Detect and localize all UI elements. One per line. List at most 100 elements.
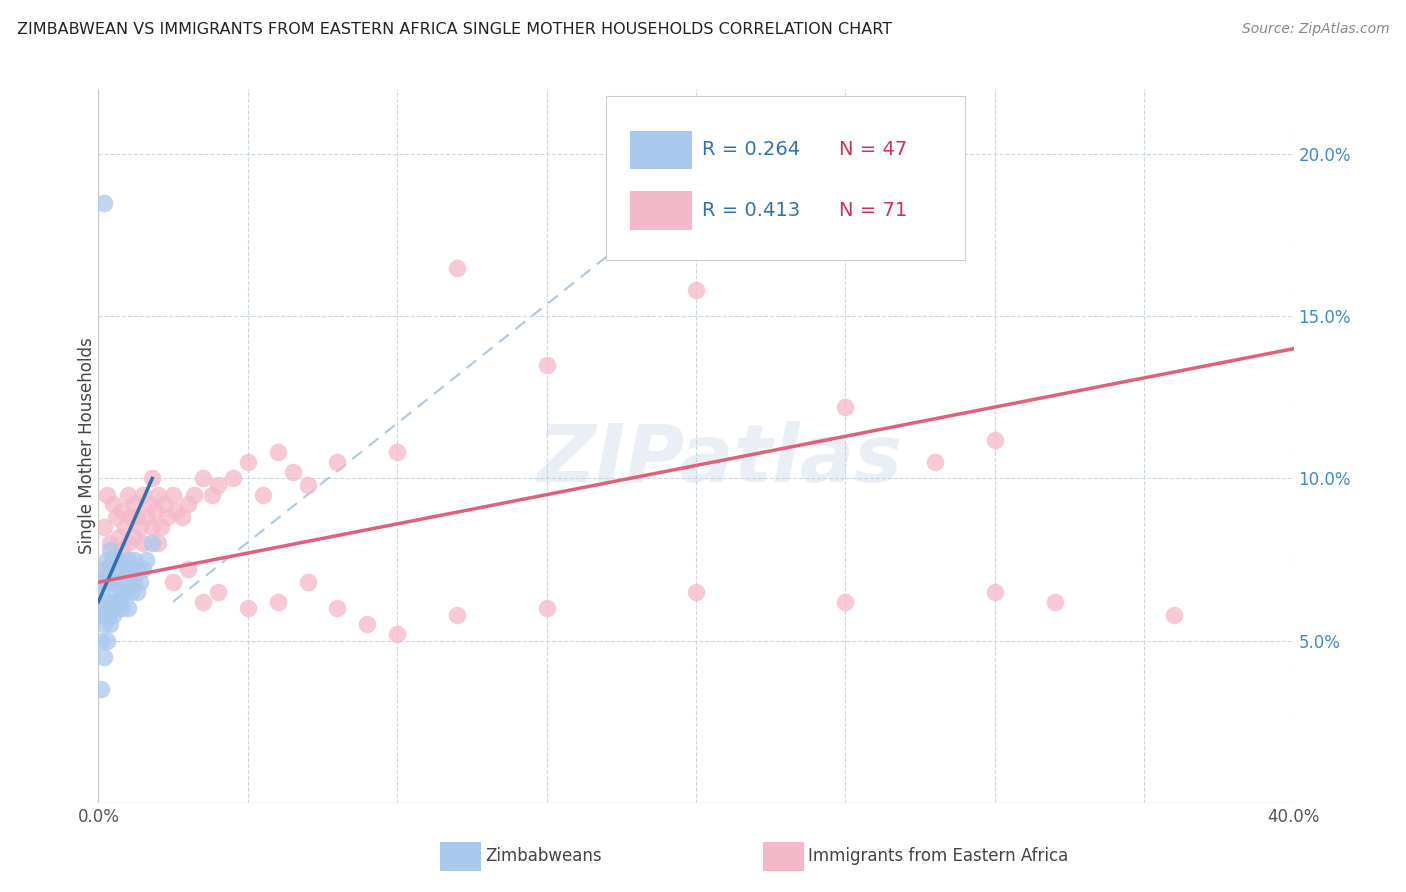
Point: [103, 497, 125, 511]
Point: [111, 585, 134, 599]
Point: [207, 478, 229, 492]
Point: [252, 488, 274, 502]
Point: [685, 283, 707, 297]
Point: [111, 542, 134, 557]
Point: [117, 552, 139, 566]
Text: R = 0.413: R = 0.413: [702, 201, 800, 220]
Point: [105, 585, 128, 599]
Y-axis label: Single Mother Households: Single Mother Households: [79, 338, 96, 554]
Point: [326, 601, 349, 615]
Point: [183, 488, 205, 502]
Point: [105, 562, 128, 576]
Point: [984, 585, 1007, 599]
Point: [281, 465, 304, 479]
Point: [93, 520, 115, 534]
Point: [96, 607, 118, 622]
Point: [153, 497, 176, 511]
Point: [129, 575, 152, 590]
Point: [148, 536, 170, 550]
Point: [93, 195, 115, 210]
Point: [191, 471, 214, 485]
Point: [117, 575, 139, 590]
Point: [96, 595, 118, 609]
Point: [120, 510, 142, 524]
Point: [132, 562, 155, 576]
Point: [446, 607, 468, 622]
Point: [96, 562, 118, 576]
Point: [98, 542, 122, 557]
Point: [120, 562, 142, 576]
Point: [127, 510, 149, 524]
Text: R = 0.264: R = 0.264: [702, 140, 800, 159]
Point: [108, 552, 131, 566]
Point: [135, 510, 157, 524]
Point: [98, 617, 122, 632]
Text: Immigrants from Eastern Africa: Immigrants from Eastern Africa: [808, 847, 1069, 865]
Point: [385, 627, 409, 641]
FancyBboxPatch shape: [630, 191, 692, 230]
Text: N = 71: N = 71: [839, 201, 908, 220]
Point: [143, 504, 166, 518]
Point: [98, 601, 122, 615]
Point: [96, 633, 118, 648]
Point: [93, 575, 115, 590]
Point: [236, 601, 259, 615]
Point: [96, 488, 118, 502]
Point: [127, 585, 149, 599]
Point: [129, 520, 152, 534]
Point: [165, 504, 187, 518]
Point: [93, 617, 115, 632]
Point: [124, 497, 146, 511]
Point: [108, 595, 131, 609]
Point: [132, 488, 155, 502]
Point: [834, 400, 856, 414]
Text: Zimbabweans: Zimbabweans: [485, 847, 602, 865]
Point: [135, 552, 157, 566]
Point: [536, 358, 558, 372]
Point: [127, 562, 149, 576]
Point: [105, 510, 128, 524]
Point: [90, 682, 112, 697]
FancyBboxPatch shape: [606, 96, 965, 260]
Point: [103, 607, 125, 622]
Point: [90, 585, 112, 599]
Point: [984, 433, 1007, 447]
Point: [93, 649, 115, 664]
Point: [1043, 595, 1066, 609]
Point: [191, 595, 214, 609]
Point: [148, 488, 170, 502]
Point: [141, 471, 163, 485]
Point: [446, 260, 468, 275]
Point: [124, 575, 146, 590]
Point: [111, 601, 134, 615]
Point: [385, 445, 409, 459]
Point: [103, 575, 125, 590]
Text: ZIMBABWEAN VS IMMIGRANTS FROM EASTERN AFRICA SINGLE MOTHER HOUSEHOLDS CORRELATIO: ZIMBABWEAN VS IMMIGRANTS FROM EASTERN AF…: [17, 22, 891, 37]
Point: [117, 488, 139, 502]
Point: [114, 562, 136, 576]
Point: [114, 520, 136, 534]
Point: [141, 520, 163, 534]
Point: [117, 562, 139, 576]
Point: [177, 562, 200, 576]
Point: [150, 520, 173, 534]
Point: [162, 575, 184, 590]
Point: [297, 478, 319, 492]
Point: [117, 536, 139, 550]
Point: [117, 601, 139, 615]
Point: [98, 575, 122, 590]
Point: [103, 552, 125, 566]
Point: [90, 633, 112, 648]
Point: [111, 504, 134, 518]
Point: [103, 552, 125, 566]
Point: [177, 497, 200, 511]
Text: Source: ZipAtlas.com: Source: ZipAtlas.com: [1241, 22, 1389, 37]
Point: [356, 617, 378, 632]
Point: [924, 455, 946, 469]
Point: [96, 568, 118, 582]
Point: [103, 595, 125, 609]
Point: [90, 575, 112, 590]
Point: [156, 510, 179, 524]
Point: [201, 488, 224, 502]
Point: [834, 595, 856, 609]
